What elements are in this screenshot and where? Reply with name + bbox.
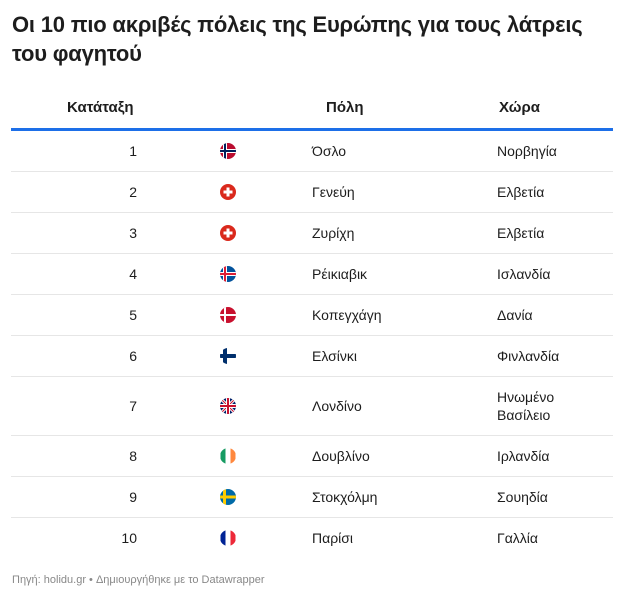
country-cell: Φινλανδία	[497, 348, 560, 364]
flag-ireland-icon	[220, 448, 236, 464]
table-row: 9 Στοκχόλμη Σουηδία	[11, 477, 613, 518]
table-row: 4 Ρέικιαβικ Ισλανδία	[11, 254, 613, 295]
city-cell: Ζυρίχη	[312, 225, 355, 241]
rank-cell: 4	[129, 266, 137, 282]
header-rank[interactable]: Κατάταξη	[67, 99, 134, 116]
rank-cell: 1	[129, 143, 137, 159]
rank-cell: 6	[129, 348, 137, 364]
header-country[interactable]: Χώρα	[499, 99, 540, 116]
city-cell: Παρίσι	[312, 530, 354, 546]
table-row: 5 Κοπεγχάγη Δανία	[11, 295, 613, 336]
flag-finland-icon	[220, 348, 236, 364]
city-cell: Δουβλίνο	[312, 448, 370, 464]
city-cell: Ελσίνκι	[312, 348, 357, 364]
country-cell: Γαλλία	[497, 530, 539, 546]
table-row: 8 Δουβλίνο Ιρλανδία	[11, 436, 613, 477]
table-row: 7 Λονδίνο Ηνωμένο Βασίλειο	[11, 377, 613, 436]
city-cell: Γενεύη	[312, 184, 355, 200]
ranking-table: Κατάταξη Πόλη Χώρα 1 Όσλο Νορβηγία 2 Γεν…	[11, 90, 613, 558]
flag-france-icon	[220, 530, 236, 546]
city-cell: Στοκχόλμη	[312, 489, 378, 505]
table-row: 6 Ελσίνκι Φινλανδία	[11, 336, 613, 377]
country-cell: Νορβηγία	[497, 143, 557, 159]
flag-iceland-icon	[220, 266, 236, 282]
city-cell: Όσλο	[312, 143, 347, 159]
flag-switzerland-icon	[220, 184, 236, 200]
city-cell: Κοπεγχάγη	[312, 307, 382, 323]
table-row: 2 Γενεύη Ελβετία	[11, 172, 613, 213]
rank-cell: 8	[129, 448, 137, 464]
flag-sweden-icon	[220, 489, 236, 505]
rank-cell: 5	[129, 307, 137, 323]
rank-cell: 2	[129, 184, 137, 200]
table-header: Κατάταξη Πόλη Χώρα	[11, 90, 613, 131]
country-cell: Ισλανδία	[497, 266, 551, 282]
country-cell: Σουηδία	[497, 489, 548, 505]
rank-cell: 9	[129, 489, 137, 505]
city-cell: Ρέικιαβικ	[312, 266, 368, 282]
table-row: 10 Παρίσι Γαλλία	[11, 518, 613, 558]
chart-title: Οι 10 πιο ακριβές πόλεις της Ευρώπης για…	[12, 12, 583, 66]
table-row: 3 Ζυρίχη Ελβετία	[11, 213, 613, 254]
table-row: 1 Όσλο Νορβηγία	[11, 131, 613, 172]
country-cell: Ελβετία	[497, 225, 545, 241]
country-cell: Ιρλανδία	[497, 448, 550, 464]
country-cell: Ηνωμένο Βασίλειο	[497, 389, 555, 423]
country-cell: Δανία	[497, 307, 533, 323]
flag-norway-icon	[220, 143, 236, 159]
rank-cell: 7	[129, 398, 137, 414]
rank-cell: 3	[129, 225, 137, 241]
city-cell: Λονδίνο	[312, 398, 362, 414]
header-city[interactable]: Πόλη	[326, 99, 364, 116]
rank-cell: 10	[121, 530, 137, 546]
flag-switzerland-icon	[220, 225, 236, 241]
flag-denmark-icon	[220, 307, 236, 323]
country-cell: Ελβετία	[497, 184, 545, 200]
flag-uk-icon	[220, 398, 236, 414]
source-footer: Πηγή: holidu.gr • Δημιουργήθηκε με το Da…	[12, 574, 265, 586]
